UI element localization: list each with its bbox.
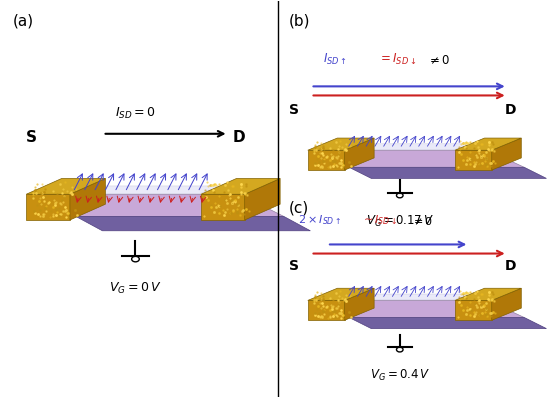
Polygon shape (308, 138, 374, 150)
Polygon shape (31, 194, 284, 217)
Polygon shape (201, 178, 280, 194)
Polygon shape (344, 138, 374, 170)
Polygon shape (345, 144, 472, 150)
Polygon shape (312, 300, 524, 318)
Polygon shape (455, 138, 521, 150)
Text: S: S (26, 130, 37, 145)
Polygon shape (201, 194, 245, 220)
Polygon shape (345, 294, 472, 300)
Polygon shape (455, 300, 492, 320)
Polygon shape (455, 150, 492, 170)
Polygon shape (492, 138, 521, 170)
Polygon shape (71, 186, 222, 193)
Text: $I_{SD\uparrow}$: $I_{SD\uparrow}$ (323, 51, 347, 66)
Text: $\neq 0$: $\neq 0$ (411, 215, 433, 227)
Text: S: S (289, 103, 299, 117)
Circle shape (397, 347, 403, 352)
Text: D: D (233, 130, 246, 145)
Polygon shape (349, 167, 546, 178)
Polygon shape (26, 194, 70, 220)
Circle shape (131, 256, 139, 262)
Text: (b): (b) (289, 13, 310, 28)
Polygon shape (308, 288, 374, 300)
Polygon shape (344, 288, 374, 320)
Polygon shape (245, 178, 280, 220)
Text: $V_G = 0\,V$: $V_G = 0\,V$ (109, 281, 162, 296)
Polygon shape (308, 150, 344, 170)
Text: D: D (504, 259, 516, 273)
Text: (c): (c) (289, 201, 309, 216)
Text: $\sim I_{SD\downarrow}$: $\sim I_{SD\downarrow}$ (361, 214, 398, 227)
Text: $2 \times I_{SD\uparrow}$: $2 \times I_{SD\uparrow}$ (298, 213, 342, 227)
Text: $= I_{SD\downarrow}$: $= I_{SD\downarrow}$ (378, 51, 416, 66)
Text: D: D (504, 103, 516, 117)
Text: $V_G = 0.17\,V$: $V_G = 0.17\,V$ (366, 214, 434, 229)
Polygon shape (312, 150, 524, 167)
Polygon shape (455, 288, 521, 300)
Circle shape (397, 193, 403, 198)
Text: $V_G = 0.4\,V$: $V_G = 0.4\,V$ (370, 368, 430, 383)
Text: $\neq 0$: $\neq 0$ (427, 54, 450, 66)
Text: $I_{SD} = 0$: $I_{SD} = 0$ (115, 105, 156, 121)
Polygon shape (492, 288, 521, 320)
Text: S: S (289, 259, 299, 273)
Text: (a): (a) (12, 13, 34, 28)
Polygon shape (70, 178, 106, 220)
Polygon shape (308, 300, 344, 320)
Polygon shape (76, 217, 310, 231)
Polygon shape (26, 178, 106, 194)
Polygon shape (349, 318, 546, 329)
